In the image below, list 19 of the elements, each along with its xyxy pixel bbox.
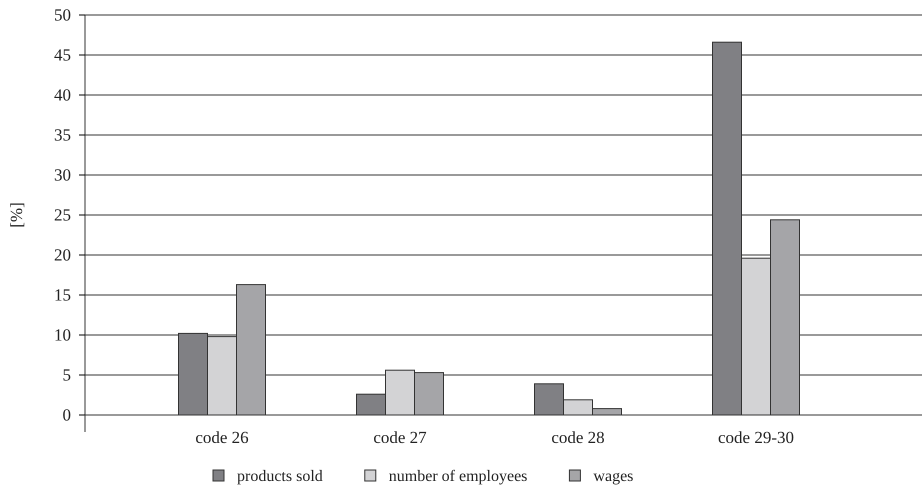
y-tick-label: 20 bbox=[54, 245, 71, 264]
y-tick-label: 35 bbox=[54, 125, 71, 144]
legend-label: wages bbox=[593, 468, 634, 485]
x-tick-label: code 27 bbox=[373, 428, 428, 447]
y-tick-label: 15 bbox=[54, 285, 71, 304]
y-axis-title: [%] bbox=[7, 202, 26, 228]
legend-label: number of employees bbox=[388, 468, 528, 485]
y-tick-label: 30 bbox=[54, 165, 71, 184]
y-tick-label: 50 bbox=[54, 5, 71, 24]
x-tick-label: code 28 bbox=[551, 428, 605, 447]
y-tick-label: 25 bbox=[54, 205, 71, 224]
x-tick-label: code 29-30 bbox=[718, 428, 794, 447]
x-tick-label: code 26 bbox=[195, 428, 249, 447]
y-tick-label: 40 bbox=[54, 85, 71, 104]
y-tick-label: 10 bbox=[54, 325, 71, 344]
legend-label: products sold bbox=[237, 468, 323, 485]
y-tick-label: 5 bbox=[62, 365, 71, 384]
y-tick-label: 45 bbox=[54, 45, 71, 64]
y-tick-label: 0 bbox=[62, 405, 71, 424]
